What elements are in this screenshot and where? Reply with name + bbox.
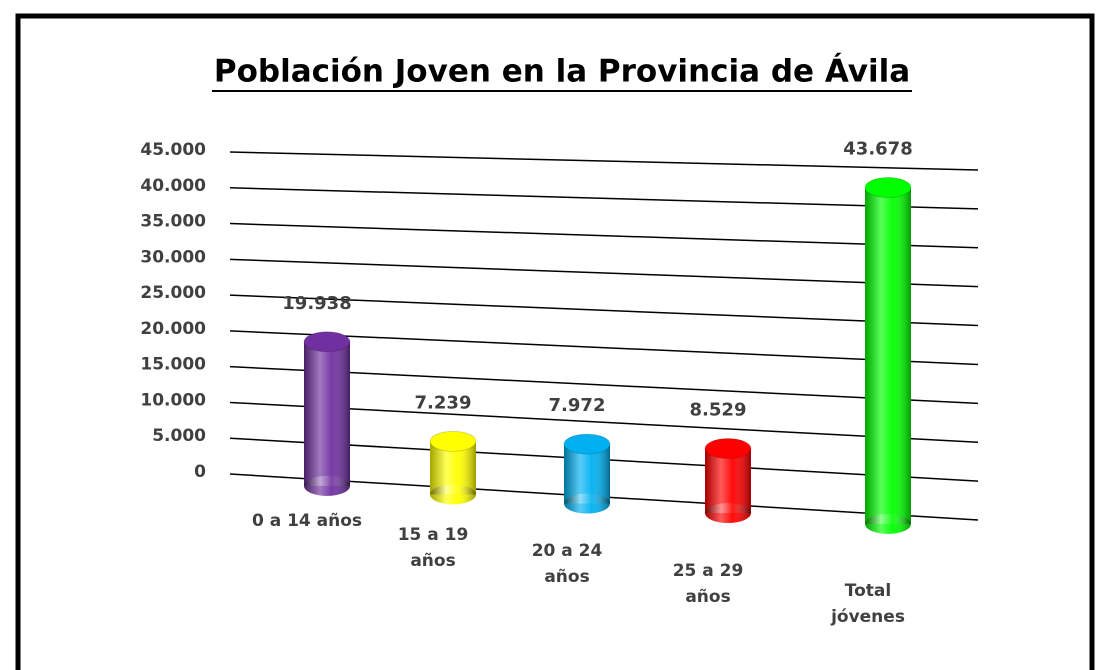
- value-label: 19.938: [282, 293, 351, 314]
- value-label: 7.239: [415, 392, 472, 413]
- value-label: 8.529: [690, 400, 747, 421]
- x-tick-label: 25 a 29 años: [672, 561, 744, 607]
- bar-base-shade: [705, 503, 751, 524]
- x-tick-label: 15 a 19 años: [397, 525, 469, 571]
- value-label: 43.678: [843, 138, 912, 159]
- grid-line: [229, 294, 979, 327]
- y-tick-label: 40.000: [140, 176, 206, 196]
- grid-line: [229, 222, 979, 249]
- bar-top: [704, 438, 752, 460]
- x-tick-label: 0 a 14 años: [251, 511, 363, 531]
- grid-line: [229, 258, 979, 288]
- bar-top: [303, 331, 351, 353]
- grid-line: [229, 401, 979, 443]
- bar-base-shade: [430, 484, 476, 505]
- y-tick-label: 20.000: [140, 319, 206, 339]
- grid-line: [229, 330, 979, 366]
- y-tick-label: 30.000: [140, 247, 206, 267]
- y-tick-label: 15.000: [140, 355, 206, 375]
- grid-line: [229, 187, 979, 210]
- value-label: 7.972: [549, 395, 606, 416]
- y-tick-label: 0: [194, 462, 206, 482]
- bar-shade: [304, 341, 350, 486]
- bar-base-shade: [865, 513, 911, 534]
- bar-top: [563, 433, 611, 455]
- bar-base-shade: [564, 493, 610, 514]
- bar-top: [864, 176, 912, 198]
- bar-top: [429, 430, 477, 452]
- x-tick-label: Total jóvenes: [831, 581, 905, 627]
- x-tick-label: 20 a 24 años: [531, 541, 603, 587]
- frame: [15, 13, 1095, 670]
- y-tick-label: 25.000: [140, 283, 206, 303]
- y-tick-label: 35.000: [140, 212, 206, 232]
- chart-title: Población Joven en la Provincia de Ávila: [214, 54, 910, 90]
- y-tick-label: 5.000: [152, 426, 206, 446]
- bar-shade: [705, 448, 751, 514]
- y-tick-label: 10.000: [140, 390, 206, 410]
- grid-line: [229, 151, 979, 171]
- y-tick-label: 45.000: [140, 140, 206, 160]
- bar-shade: [865, 187, 911, 524]
- grid-line: [229, 365, 979, 405]
- bar-base-shade: [304, 475, 350, 496]
